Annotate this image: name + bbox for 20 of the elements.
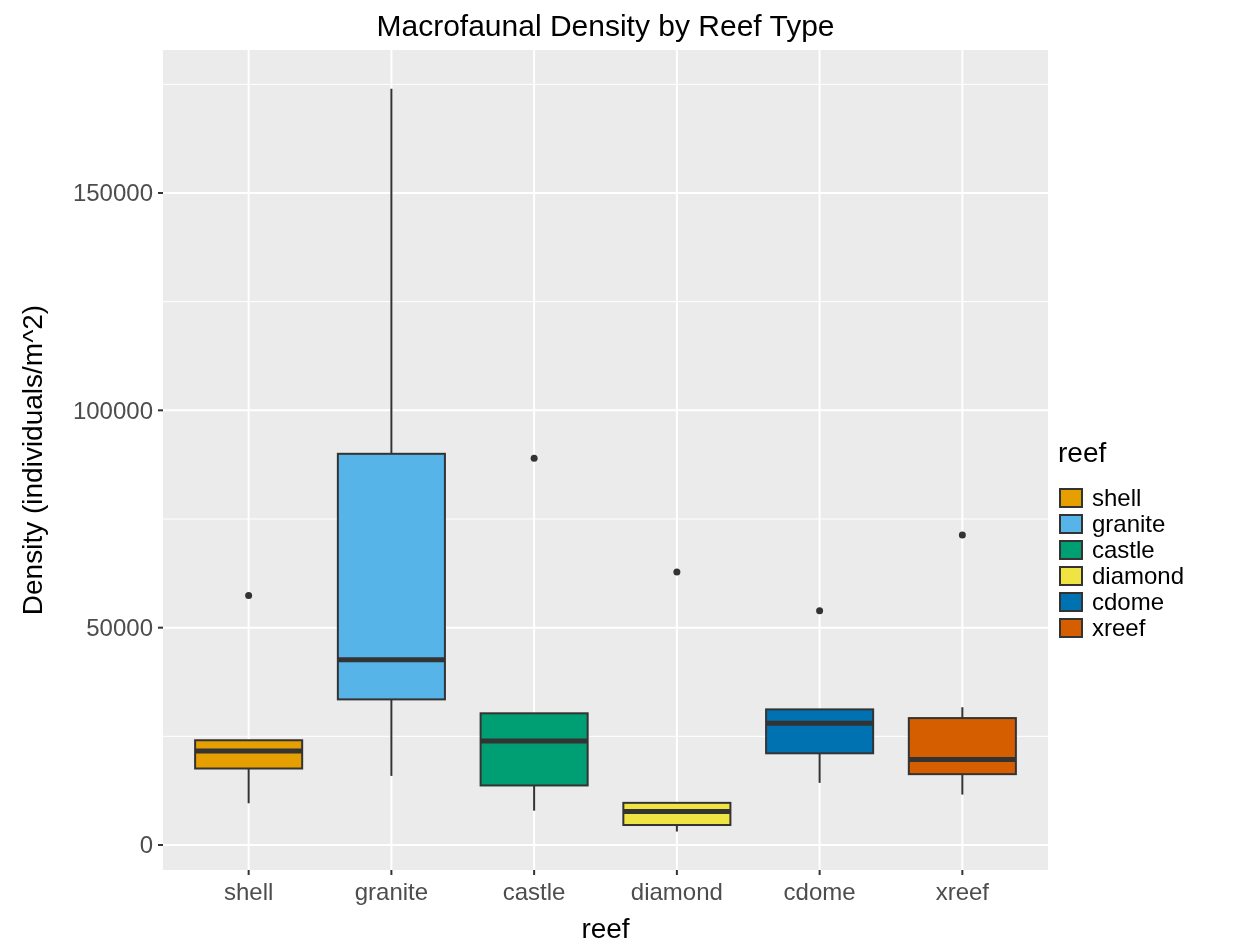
x-tick-label: cdome bbox=[783, 878, 856, 905]
x-tick-label: diamond bbox=[630, 878, 723, 905]
y-tick-label: 150000 bbox=[72, 179, 153, 207]
x-tick-label: granite bbox=[354, 878, 429, 905]
x-tick-label: castle bbox=[502, 878, 566, 905]
legend-label: cdome bbox=[1092, 588, 1165, 616]
y-tick-label: 50000 bbox=[86, 614, 153, 642]
y-axis-title: Density (individuals/m^2) bbox=[17, 304, 48, 616]
legend-label: xreef bbox=[1092, 614, 1146, 642]
chart-title: Macrofaunal Density by Reef Type bbox=[376, 9, 835, 42]
legend-label: castle bbox=[1092, 536, 1155, 564]
x-axis-title: reef bbox=[581, 913, 630, 944]
y-tick-label: 0 bbox=[139, 831, 153, 859]
x-tick-label: xreef bbox=[935, 878, 990, 905]
legend-label: granite bbox=[1092, 510, 1166, 538]
legend-title: reef bbox=[1058, 437, 1107, 468]
y-tick-label: 100000 bbox=[72, 396, 153, 424]
legend-label: shell bbox=[1092, 484, 1142, 512]
x-tick-label: shell bbox=[223, 878, 274, 905]
legend-label: diamond bbox=[1092, 562, 1185, 590]
